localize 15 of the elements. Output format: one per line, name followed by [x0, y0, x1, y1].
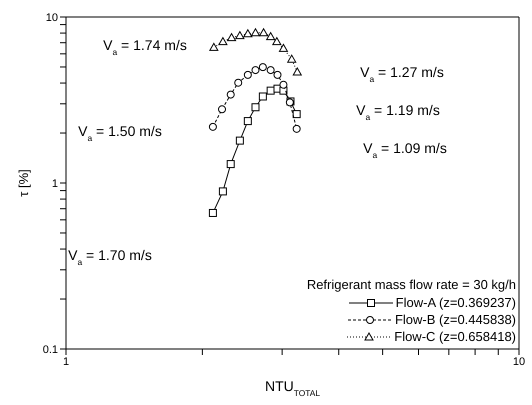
annotation: V$_{a}$ = 1.50 m/s [78, 123, 162, 143]
legend-title: Refrigerant mass flow rate = 30 kg/h [306, 277, 516, 292]
annotation: V$_{a}$ = 1.70 m/s [68, 247, 152, 267]
y-tick-label: 1 [52, 178, 58, 190]
y-axis-title: τ [%] [16, 169, 31, 197]
annotation: V$_{a}$ = 1.27 m/s [360, 64, 444, 84]
y-tick-label: 10 [46, 12, 58, 24]
legend-label: Flow-B (z=0.445838) [394, 311, 516, 328]
y-tick-label: 0.1 [42, 344, 58, 356]
annotation: V$_{a}$ = 1.09 m/s [363, 140, 447, 160]
annotation: V$_{a}$ = 1.19 m/s [356, 102, 440, 122]
annotation: V$_{a}$ = 1.74 m/s [103, 37, 187, 57]
x-axis-title: NTU$_{TOTAL}$ [265, 378, 320, 398]
legend-label: Flow-A (z=0.369237) [396, 294, 516, 311]
legend-label: Flow-C (z=0.658418) [394, 328, 516, 345]
